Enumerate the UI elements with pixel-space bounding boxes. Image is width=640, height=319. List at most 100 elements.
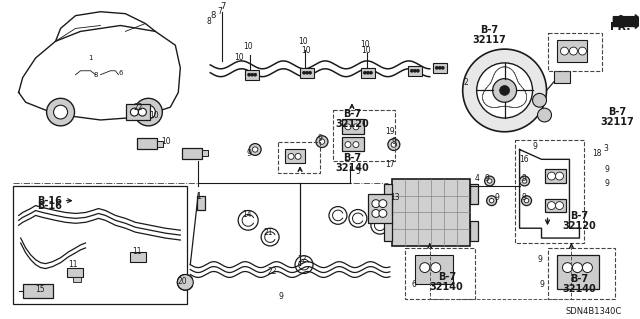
Circle shape — [522, 196, 532, 205]
Text: 9: 9 — [484, 174, 489, 182]
Text: 9: 9 — [537, 255, 542, 264]
Circle shape — [556, 202, 563, 210]
Text: B-7
32120: B-7 32120 — [563, 211, 596, 231]
Bar — [245, 70, 259, 80]
Text: 5: 5 — [355, 167, 360, 176]
Bar — [557, 255, 600, 289]
Text: 10: 10 — [361, 46, 371, 55]
Circle shape — [477, 63, 532, 118]
Circle shape — [379, 200, 387, 208]
Bar — [131, 252, 147, 262]
Text: 10: 10 — [234, 54, 244, 63]
Circle shape — [572, 263, 582, 272]
Circle shape — [500, 85, 509, 95]
Circle shape — [316, 136, 328, 147]
Circle shape — [308, 71, 312, 74]
Text: 6: 6 — [412, 280, 416, 289]
Text: 6: 6 — [118, 70, 123, 76]
Circle shape — [54, 105, 68, 119]
Text: 10: 10 — [301, 46, 311, 55]
Text: 9: 9 — [317, 134, 323, 143]
Bar — [197, 196, 205, 210]
Text: 13: 13 — [390, 193, 399, 202]
Text: 21: 21 — [264, 228, 273, 237]
Bar — [342, 119, 364, 134]
Bar — [333, 110, 395, 161]
Text: B-7
32120: B-7 32120 — [335, 109, 369, 129]
Bar — [384, 184, 392, 204]
Text: 16: 16 — [519, 155, 529, 164]
Circle shape — [364, 71, 366, 74]
Text: 10: 10 — [243, 42, 253, 51]
Circle shape — [353, 142, 359, 147]
Text: 9: 9 — [605, 179, 610, 189]
Text: B-7
32140: B-7 32140 — [335, 153, 369, 174]
Text: 9: 9 — [532, 142, 537, 151]
Bar — [202, 151, 208, 156]
Text: B-7
32117: B-7 32117 — [473, 26, 506, 46]
Circle shape — [303, 71, 305, 74]
Circle shape — [563, 263, 572, 272]
Circle shape — [486, 196, 497, 205]
Circle shape — [131, 108, 138, 116]
Circle shape — [431, 263, 441, 272]
Text: 9: 9 — [392, 137, 396, 146]
Text: 9: 9 — [539, 280, 544, 289]
Bar — [22, 284, 52, 298]
Circle shape — [435, 66, 438, 69]
Bar — [72, 278, 81, 282]
Bar — [278, 142, 320, 173]
Circle shape — [305, 71, 308, 74]
Text: 17: 17 — [385, 160, 395, 169]
Text: 7: 7 — [221, 2, 226, 11]
Text: 8: 8 — [211, 11, 216, 20]
Bar — [470, 184, 477, 204]
Bar — [433, 63, 447, 73]
Bar — [545, 169, 566, 183]
Bar — [67, 268, 83, 278]
Bar — [368, 194, 392, 223]
Bar — [127, 104, 150, 120]
Circle shape — [547, 172, 556, 180]
Bar — [515, 140, 584, 243]
Text: 22: 22 — [134, 103, 143, 112]
Circle shape — [441, 66, 444, 69]
Text: 20: 20 — [177, 277, 187, 286]
Text: B-7
32117: B-7 32117 — [600, 107, 634, 127]
Circle shape — [288, 153, 294, 159]
Bar — [361, 68, 375, 78]
Circle shape — [484, 176, 495, 186]
Bar — [342, 137, 364, 152]
Text: 10: 10 — [161, 137, 171, 146]
Text: 15: 15 — [35, 285, 44, 294]
Circle shape — [532, 93, 547, 107]
Circle shape — [561, 47, 568, 55]
Circle shape — [547, 202, 556, 210]
Bar — [384, 221, 392, 241]
Circle shape — [252, 147, 258, 152]
Text: 9: 9 — [521, 193, 526, 202]
Text: 3: 3 — [603, 144, 608, 153]
Text: 12: 12 — [298, 255, 307, 264]
Bar — [545, 199, 566, 212]
Circle shape — [366, 71, 369, 74]
Text: 8: 8 — [207, 17, 212, 26]
Bar — [300, 68, 314, 78]
Circle shape — [345, 142, 351, 147]
Text: B-16: B-16 — [37, 201, 62, 211]
Circle shape — [438, 66, 441, 69]
Text: 10: 10 — [298, 37, 308, 46]
Circle shape — [369, 71, 372, 74]
Bar — [415, 255, 452, 284]
Circle shape — [413, 69, 416, 72]
Bar — [554, 71, 570, 83]
Bar — [470, 221, 477, 241]
Circle shape — [141, 105, 156, 119]
Text: FR.: FR. — [610, 22, 630, 32]
Bar — [547, 33, 602, 71]
Bar — [157, 141, 163, 146]
FancyArrow shape — [613, 15, 640, 28]
Circle shape — [47, 98, 74, 126]
Bar — [138, 138, 157, 150]
Circle shape — [582, 263, 593, 272]
